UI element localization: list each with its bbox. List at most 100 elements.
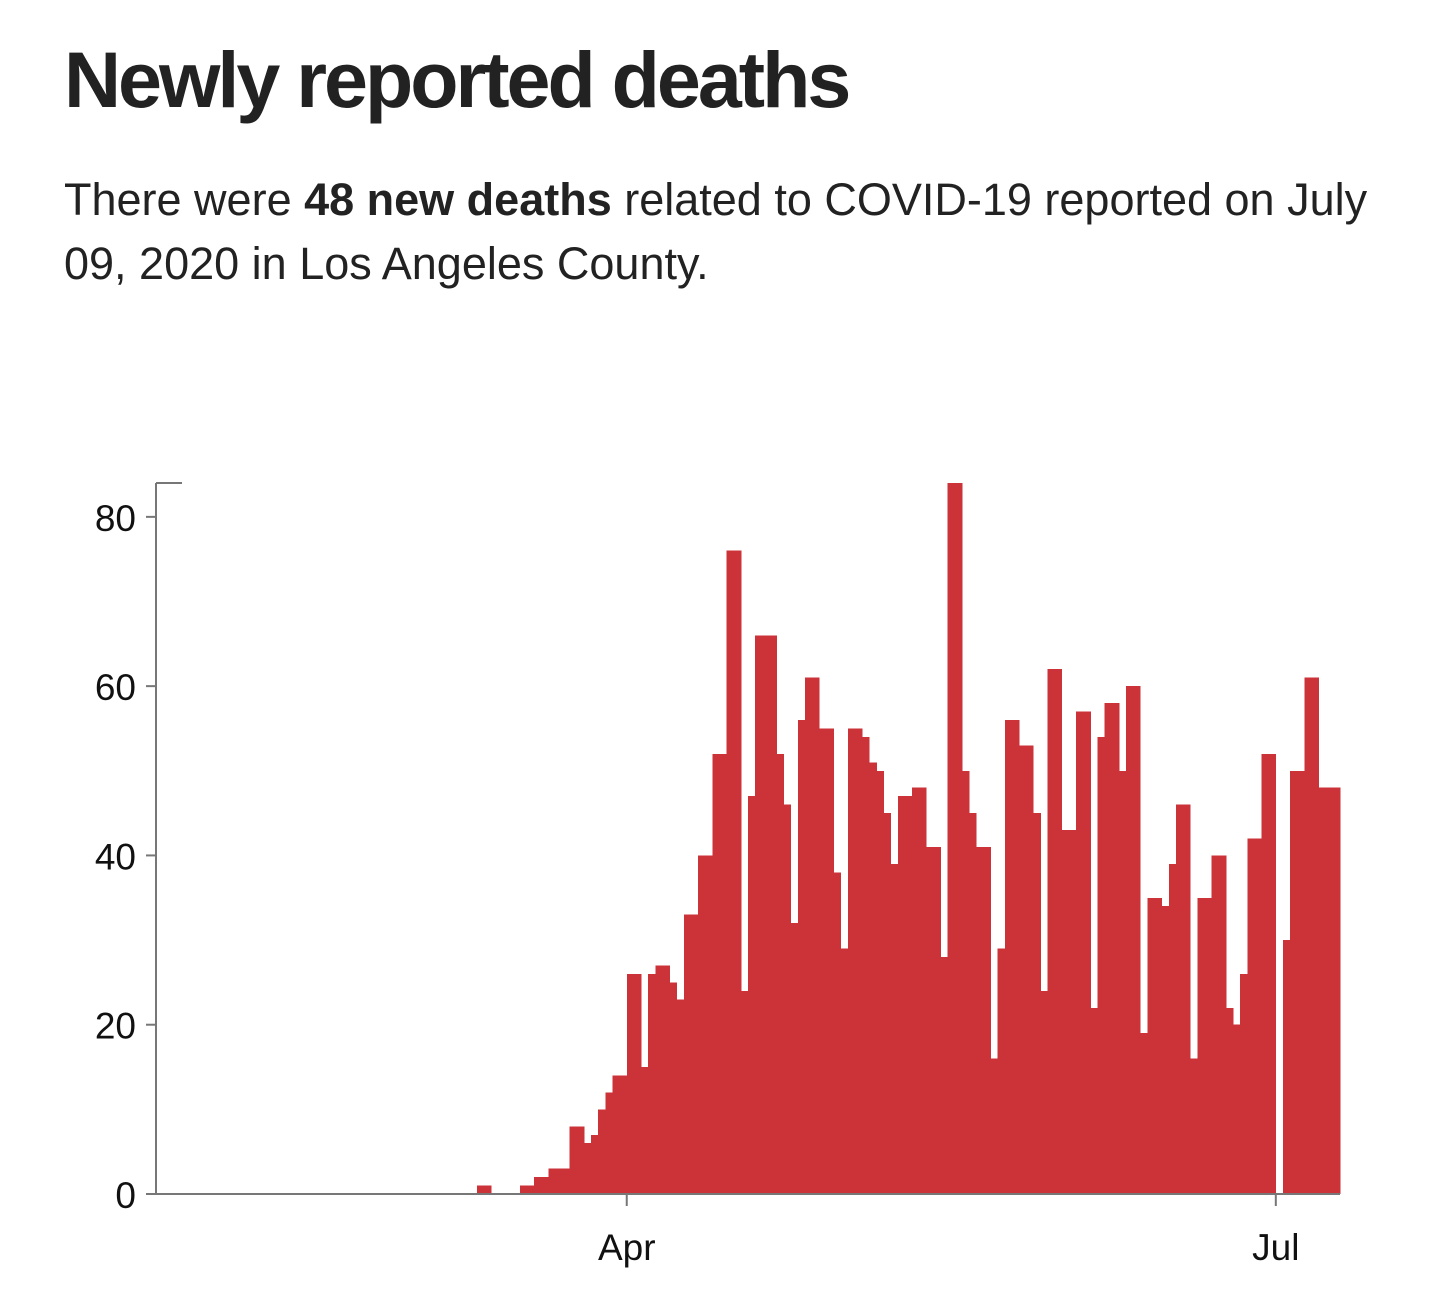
bar-2020-04-04 [648,973,656,1194]
bar-2020-06-22 [1211,855,1220,1194]
bar-2020-04-12 [705,855,713,1194]
page-title: Newly reported deaths [64,35,851,124]
bar-2020-04-15 [726,550,735,1194]
bar-2020-06-25 [1233,1024,1241,1194]
bar-2020-04-19 [755,635,763,1194]
description-prefix: There were [64,174,305,225]
bar-2020-05-27 [1026,745,1034,1194]
bar-2020-03-22 [555,1168,563,1194]
bar-2020-05-19 [969,813,977,1194]
x-axis: Apr Jul [156,1193,1340,1268]
bar-2020-07-06 [1311,677,1319,1194]
bar-2020-06-01 [1061,830,1070,1194]
bar-2020-04-25 [797,720,806,1194]
bar-2020-06-11 [1133,686,1141,1194]
bar-2020-06-15 [1161,906,1170,1194]
bar-2020-03-11 [476,1185,485,1194]
bar-2020-03-23 [562,1168,571,1194]
bar-2020-06-16 [1168,863,1177,1194]
bar-2020-06-29 [1261,753,1270,1194]
y-tick-label-40: 40 [95,836,136,877]
bar-2020-03-26 [583,1143,592,1194]
bar-2020-06-13 [1147,897,1155,1194]
bar-2020-04-10 [690,914,699,1194]
bar-2020-05-12 [919,787,927,1194]
bar-2020-05-09 [897,796,906,1194]
bar-2020-04-18 [748,796,756,1194]
bar-2020-05-22 [990,1058,999,1194]
bar-2020-05-25 [1011,720,1020,1194]
bar-2020-03-31 [619,1075,628,1194]
bar-2020-05-06 [876,770,884,1194]
bar-2020-05-14 [933,846,941,1194]
bar-2020-03-27 [591,1134,599,1194]
bar-2020-03-20 [541,1177,549,1194]
bar-2020-06-07 [1104,703,1113,1194]
bar-2020-05-29 [1040,990,1048,1194]
bar-2020-05-18 [961,770,970,1194]
bar-2020-04-13 [712,753,720,1194]
bar-2020-05-23 [997,948,1006,1194]
bar-2020-06-14 [1154,897,1163,1194]
bar-2020-04-09 [683,914,692,1194]
bar-2020-04-23 [783,804,792,1194]
bar-2020-06-17 [1175,804,1184,1194]
bar-2020-06-08 [1111,703,1120,1194]
y-axis: 0 20 40 60 80 [95,482,182,1216]
bar-2020-06-30 [1268,753,1277,1194]
x-tick-label-jul: Jul [1252,1227,1299,1268]
bar-2020-03-17 [519,1185,528,1194]
bar-2020-07-05 [1304,677,1312,1194]
bar-2020-03-19 [534,1177,542,1194]
bar-2020-04-24 [790,923,799,1194]
bar-2020-07-07 [1318,787,1327,1194]
bar-2020-05-05 [869,762,877,1194]
bar-2020-05-07 [883,813,892,1194]
bar-2020-05-31 [1054,669,1063,1194]
bar-2020-05-24 [1004,720,1013,1194]
bar-2020-04-22 [776,753,785,1194]
x-tick-label-apr: Apr [598,1227,656,1268]
bar-2020-05-16 [947,483,956,1194]
bar-2020-05-15 [940,957,949,1194]
y-tick-label-0: 0 [115,1175,136,1216]
bar-2020-04-28 [819,728,827,1194]
bar-2020-04-06 [662,965,670,1194]
bar-2020-05-04 [862,736,870,1194]
bar-2020-06-19 [1190,1058,1198,1194]
bar-2020-07-09 [1332,787,1341,1194]
y-tick-label-20: 20 [95,1006,136,1047]
bar-2020-04-11 [698,855,706,1194]
bar-2020-04-16 [733,550,742,1194]
bar-2020-06-23 [1218,855,1227,1194]
bar-2020-04-20 [762,635,770,1194]
bar-2020-04-05 [655,965,663,1194]
bar-2020-05-13 [926,846,934,1194]
bar-2020-05-28 [1033,813,1041,1194]
bar-2020-03-21 [548,1168,556,1194]
bar-2020-05-17 [954,483,963,1194]
bar-2020-04-01 [626,973,635,1194]
bar-2020-05-08 [890,863,899,1194]
bar-2020-07-02 [1282,940,1291,1194]
bar-2020-07-08 [1325,787,1334,1194]
bar-2020-06-20 [1197,897,1205,1194]
bar-2020-06-18 [1183,804,1191,1194]
bar-series [476,483,1341,1194]
bar-2020-04-02 [633,973,642,1194]
bar-2020-04-27 [812,677,820,1194]
bar-2020-05-11 [912,787,920,1194]
bar-2020-04-30 [833,872,842,1194]
bar-2020-06-27 [1247,838,1255,1194]
y-tick-label-80: 80 [95,498,136,539]
bar-2020-06-03 [1076,711,1084,1194]
bar-2020-07-03 [1290,770,1298,1194]
bar-2020-06-05 [1090,1007,1098,1194]
bar-2020-03-12 [484,1185,492,1194]
bar-2020-05-02 [847,728,856,1194]
bar-2020-06-24 [1225,1007,1234,1194]
bar-2020-04-29 [826,728,834,1194]
bar-2020-03-18 [526,1185,535,1194]
bar-2020-03-29 [605,1092,613,1194]
